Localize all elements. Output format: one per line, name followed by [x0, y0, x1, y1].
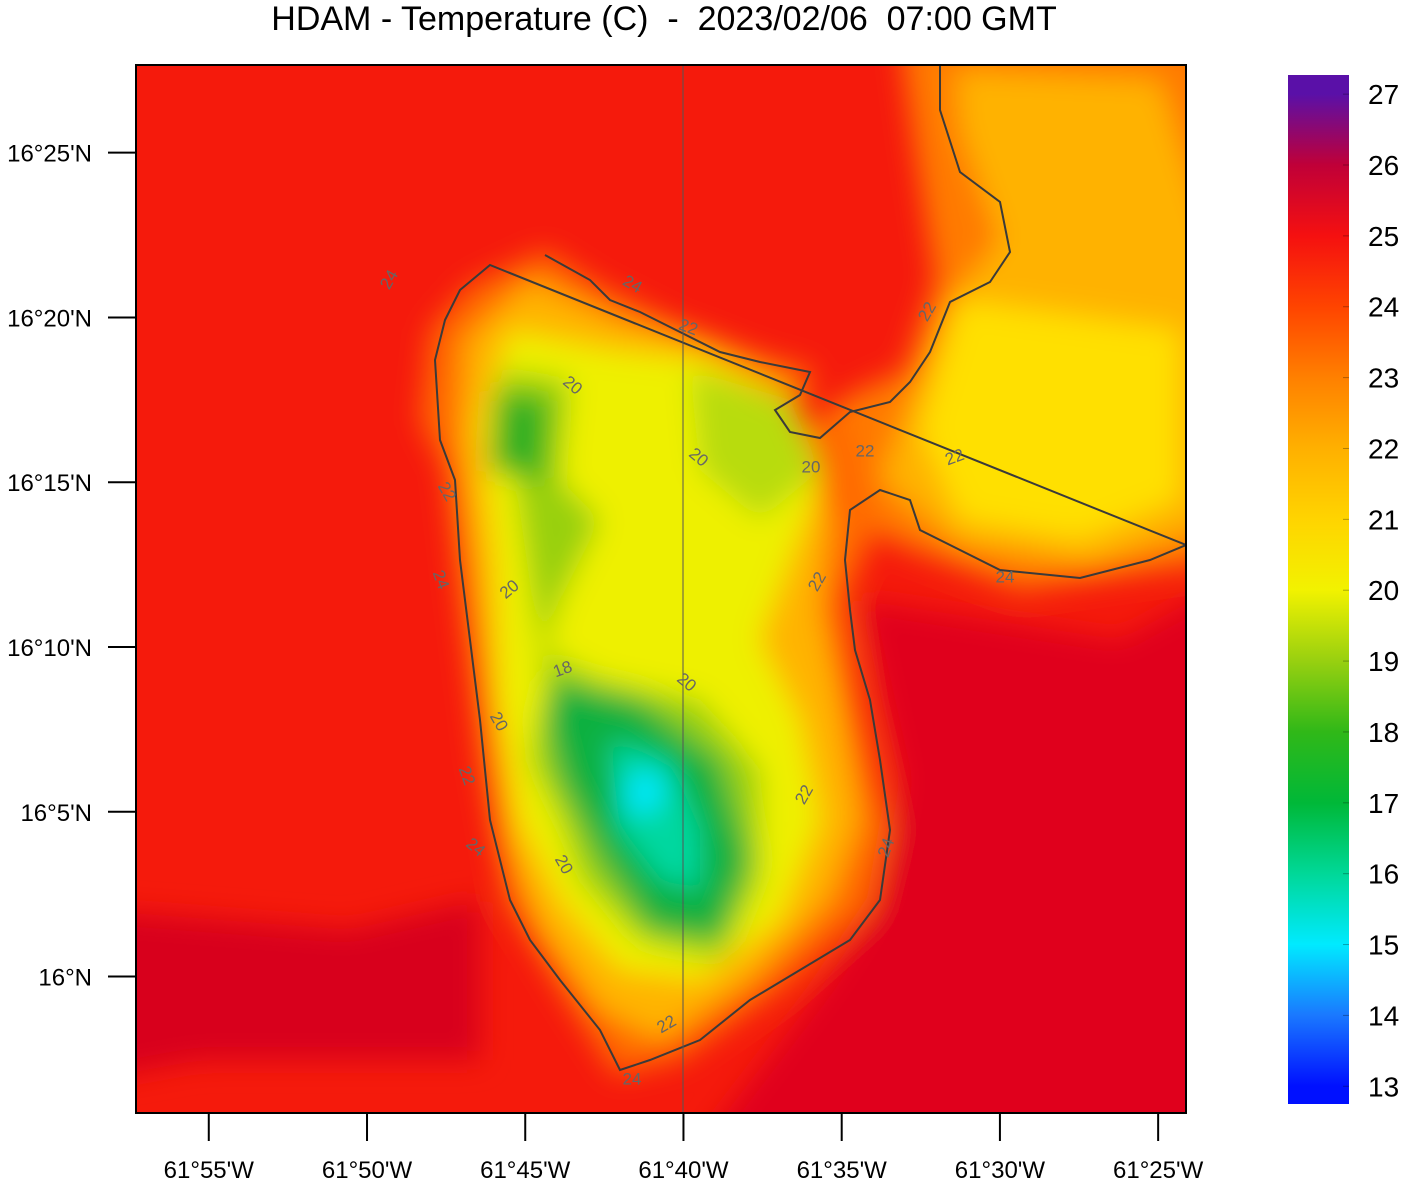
x-tick-label: 61°40'W — [638, 1157, 729, 1180]
map-title: HDAM - Temperature (C) - 2023/02/06 07:0… — [271, 0, 1056, 38]
colorbar-scale — [1288, 75, 1349, 1104]
field-shading — [136, 65, 1186, 1113]
colorbar-label: 25 — [1368, 221, 1399, 252]
y-tick-label: 16°5'N — [20, 800, 92, 827]
colorbar-label: 24 — [1368, 292, 1399, 323]
x-tick-label: 61°30'W — [955, 1157, 1046, 1180]
y-tick-label: 16°20'N — [7, 305, 92, 332]
colorbar-label: 16 — [1368, 859, 1399, 890]
contour-label: 24 — [623, 1069, 642, 1088]
y-tick-label: 16°10'N — [7, 635, 92, 662]
colorbar-label: 19 — [1368, 646, 1399, 677]
x-tick-label: 61°55'W — [164, 1157, 255, 1180]
colorbar-label: 14 — [1368, 1000, 1399, 1031]
field-region — [725, 600, 1186, 1113]
coastline — [433, 65, 1186, 1072]
contour-label: 24 — [996, 567, 1015, 586]
axes: 61°55'W 61°50'W 61°45'W 61°40'W 61°35'W 61°30… — [7, 141, 1204, 1184]
field-region — [490, 390, 550, 480]
colorbar-label: 22 — [1368, 433, 1399, 464]
colorbar-label: 20 — [1368, 575, 1399, 606]
field-region — [920, 300, 1180, 540]
x-tick-label: 61°25'W — [1113, 1157, 1204, 1180]
colorbar-label: 17 — [1368, 788, 1399, 819]
field-region — [136, 900, 480, 1072]
y-tick-label: 16°15'N — [7, 470, 92, 497]
x-tick-label: 61°45'W — [480, 1157, 571, 1180]
y-tick-label: 16°25'N — [7, 141, 92, 168]
colorbar-label: 23 — [1368, 363, 1399, 394]
colorbar-label: 21 — [1368, 504, 1399, 535]
field-region — [625, 770, 665, 815]
colorbar: 13 14 15 16 17 18 19 20 21 22 23 24 25 26 27 — [1288, 75, 1399, 1104]
plot-frame — [135, 64, 1187, 1114]
contour-label: 22 — [856, 441, 875, 460]
colorbar-label: 13 — [1368, 1071, 1399, 1102]
colorbar-label: 27 — [1368, 79, 1399, 110]
colorbar-label: 26 — [1368, 150, 1399, 181]
x-tick-label: 61°50'W — [322, 1157, 413, 1180]
field-region — [690, 370, 820, 520]
y-tick-label: 16°N — [38, 965, 92, 992]
contour-label: 20 — [802, 457, 821, 476]
colorbar-label: 15 — [1368, 930, 1399, 961]
x-tick-label: 61°35'W — [797, 1157, 888, 1180]
colorbar-label: 18 — [1368, 717, 1399, 748]
